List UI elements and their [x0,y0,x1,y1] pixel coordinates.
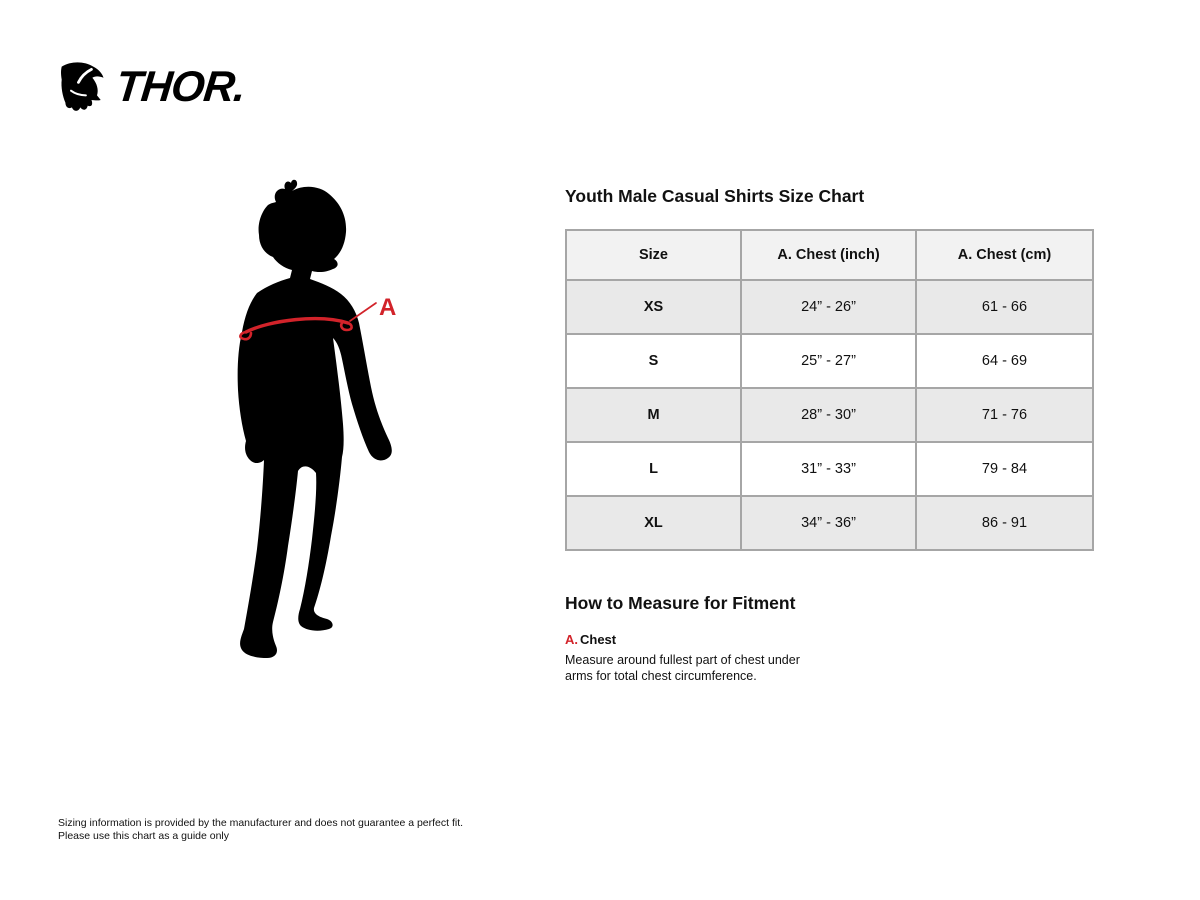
arm-body-separation [334,341,349,413]
how-to-measure-title: How to Measure for Fitment [565,593,796,613]
disclaimer-line-1: Sizing information is provided by the ma… [58,817,464,829]
size-value: S [565,333,742,389]
chest-inch-value: 28” - 30” [740,387,917,443]
thor-ram-icon [61,62,104,111]
child-silhouette [237,179,392,658]
measure-item-chest: A. Chest Measure around fullest part of c… [565,632,1092,684]
chest-measure-line [239,302,377,341]
table-row: XS 24” - 26” 61 - 66 [565,279,1094,335]
brand-logo: THOR. [58,58,248,116]
chest-cm-value: 71 - 76 [915,387,1094,443]
disclaimer: Sizing information is provided by the ma… [58,817,463,843]
measure-name-chest: Chest [580,632,617,647]
size-value: L [565,441,742,497]
table-row: S 25” - 27” 64 - 69 [565,333,1094,389]
measurement-figure: A [180,160,460,720]
measurement-figure-svg: A [237,179,396,658]
col-header-chest-cm: A. Chest (cm) [915,229,1094,281]
size-value: M [565,387,742,443]
chest-cm-value: 64 - 69 [915,333,1094,389]
table-row: M 28” - 30” 71 - 76 [565,387,1094,443]
measure-item-heading: A. Chest [565,632,1092,647]
chest-inch-value: 25” - 27” [740,333,917,389]
thor-wordmark: THOR. [113,62,248,111]
measure-description: Measure around fullest part of chest und… [565,653,800,683]
chest-cm-value: 86 - 91 [915,495,1094,551]
table-header-row: Size A. Chest (inch) A. Chest (cm) [565,229,1094,281]
chest-inch-value: 31” - 33” [740,441,917,497]
table-row: XL 34” - 36” 86 - 91 [565,495,1094,551]
size-value: XS [565,279,742,335]
chest-measure-pointer [349,302,377,322]
chest-measure-label: A [379,294,396,321]
measure-key-a: A. [565,632,578,647]
size-chart-table: Size A. Chest (inch) A. Chest (cm) XS 24… [565,229,1094,551]
size-chart-title: Youth Male Casual Shirts Size Chart [565,186,865,206]
col-header-size: Size [565,229,742,281]
chest-cm-value: 61 - 66 [915,279,1094,335]
size-chart-panel: Youth Male Casual Shirts Size Chart Size… [565,186,1094,684]
table-row: L 31” - 33” 79 - 84 [565,441,1094,497]
col-header-chest-inch: A. Chest (inch) [740,229,917,281]
chest-cm-value: 79 - 84 [915,441,1094,497]
chest-inch-value: 34” - 36” [740,495,917,551]
chest-inch-value: 24” - 26” [740,279,917,335]
disclaimer-line-2: Please use this chart as a guide only [58,829,230,842]
size-value: XL [565,495,742,551]
